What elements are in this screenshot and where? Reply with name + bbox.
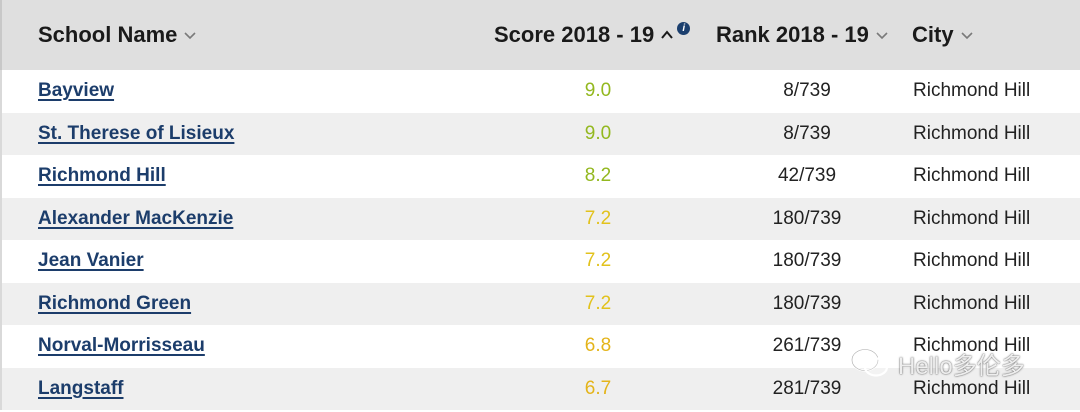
city-value: Richmond Hill [913, 207, 1031, 229]
table-row: Langstaff 6.7 281/739 Richmond Hill [0, 367, 1080, 410]
rank-value: 42/739 [777, 165, 837, 187]
score-value: 8.2 [584, 165, 612, 187]
rank-column-header[interactable]: Rank 2018 - 19 [716, 0, 889, 70]
wechat-icon [850, 348, 889, 377]
school-link[interactable]: Langstaff [38, 377, 124, 399]
city-value: Richmond Hill [913, 377, 1031, 399]
rank-value: 281/739 [772, 377, 842, 399]
school-name-column-header[interactable]: School Name [38, 0, 197, 70]
table-row: Jean Vanier 7.2 180/739 Richmond Hill [0, 240, 1080, 283]
rank-value: 180/739 [772, 207, 842, 229]
score-value: 7.2 [584, 292, 612, 314]
school-link[interactable]: St. Therese of Lisieux [38, 122, 235, 144]
rank-value: 261/739 [772, 335, 842, 357]
school-name-header-label: School Name [38, 22, 178, 47]
school-link[interactable]: Jean Vanier [38, 250, 144, 272]
score-header-label: Score 2018 - 19 [494, 22, 655, 47]
score-value: 7.2 [584, 207, 612, 229]
watermark: Hello多伦多 [850, 345, 1025, 381]
score-value: 6.7 [584, 377, 612, 399]
city-header-label: City [912, 22, 954, 47]
school-link[interactable]: Norval-Morrisseau [38, 335, 205, 357]
city-value: Richmond Hill [913, 165, 1031, 187]
rank-value: 8/739 [783, 80, 831, 102]
score-value: 9.0 [584, 122, 612, 144]
score-value: 7.2 [584, 250, 612, 272]
city-value: Richmond Hill [913, 80, 1031, 102]
table-header: School Name Score 2018 - 19 i Rank 2018 … [0, 0, 1080, 70]
rank-header-label: Rank 2018 - 19 [716, 22, 869, 47]
city-column-header[interactable]: City [912, 0, 974, 70]
score-value: 6.8 [584, 335, 612, 357]
table-row: Norval-Morrisseau 6.8 261/739 Richmond H… [0, 325, 1080, 368]
chevron-down-icon [184, 32, 196, 40]
chevron-down-icon [960, 32, 973, 40]
city-value: Richmond Hill [913, 250, 1031, 272]
table-row: Richmond Hill 8.2 42/739 Richmond Hill [0, 155, 1080, 198]
rank-value: 180/739 [772, 292, 842, 314]
rank-value: 180/739 [772, 250, 842, 272]
score-column-header[interactable]: Score 2018 - 19 i [494, 0, 691, 70]
rank-value: 8/739 [783, 122, 831, 144]
table-row: Richmond Green 7.2 180/739 Richmond Hill [0, 282, 1080, 325]
info-icon[interactable]: i [677, 21, 691, 35]
city-value: Richmond Hill [913, 292, 1031, 314]
city-value: Richmond Hill [913, 335, 1031, 357]
table-row: St. Therese of Lisieux 9.0 8/739 Richmon… [0, 112, 1080, 155]
school-link[interactable]: Bayview [38, 80, 115, 102]
chevron-up-icon [661, 30, 674, 39]
score-value: 9.0 [584, 80, 612, 102]
city-value: Richmond Hill [913, 122, 1031, 144]
table-row: Alexander MacKenzie 7.2 180/739 Richmond… [0, 197, 1080, 240]
school-link[interactable]: Richmond Green [38, 292, 192, 314]
chevron-down-icon [876, 32, 888, 40]
watermark-text: Hello多伦多 [898, 352, 1025, 380]
school-link[interactable]: Richmond Hill [38, 165, 166, 187]
table-row: Bayview 9.0 8/739 Richmond Hill [0, 70, 1080, 113]
school-link[interactable]: Alexander MacKenzie [38, 207, 234, 229]
